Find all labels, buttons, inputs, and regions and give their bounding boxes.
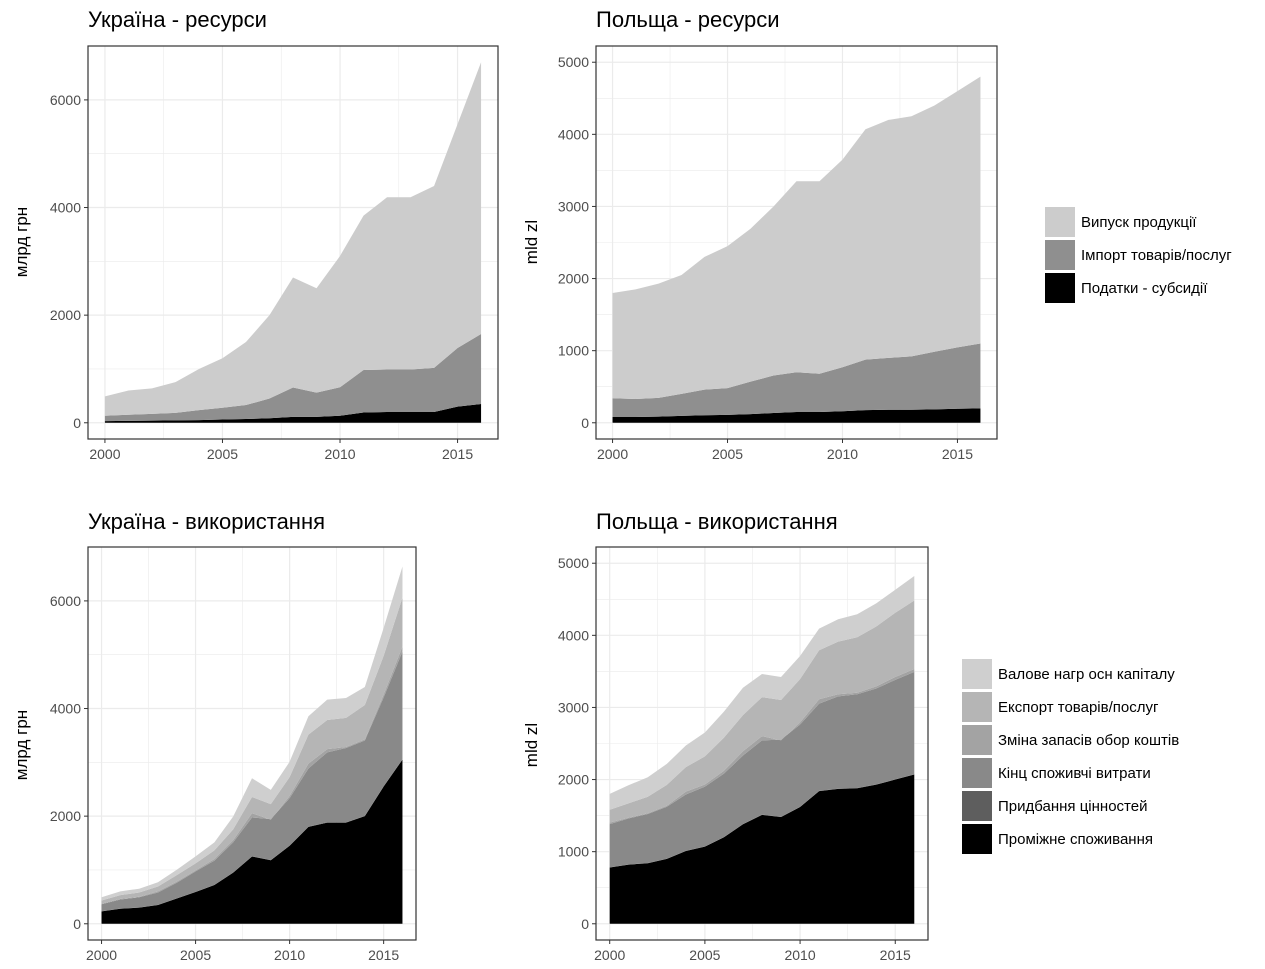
y-tick-label: 3000 [558, 198, 589, 214]
y-tick-label: 2000 [558, 271, 589, 287]
plot-frame [87, 546, 417, 941]
legend-label: Податки - субсидії [1081, 279, 1208, 297]
x-tick-label: 2010 [274, 947, 305, 963]
y-tick-label: 5000 [558, 555, 589, 571]
legend-item-imports: Імпорт товарів/послуг [1045, 240, 1232, 270]
x-tick-label: 2000 [597, 446, 628, 462]
legend-item-taxes: Податки - субсидії [1045, 273, 1207, 303]
y-tick-label: 3000 [558, 699, 589, 715]
legend-key [962, 824, 992, 854]
area-taxes [104, 403, 482, 423]
y-tick-label: 1000 [558, 343, 589, 359]
area-exports [609, 600, 915, 823]
chart-svg: 2000 2005 2010 2015 0 1000 2000 3000 4000 5000 [558, 546, 929, 963]
legend-item-final-consumption: Кінц споживчі витрати [962, 758, 1151, 788]
chart-title: Україна - ресурси [88, 7, 267, 32]
y-tick-label: 0 [73, 916, 81, 932]
legend-key [962, 725, 992, 755]
legend-label: Імпорт товарів/послуг [1081, 246, 1232, 264]
chart-panel-ua-uses: Україна - використання млрд грн 2000 2005… [0, 500, 520, 969]
chart-svg: 2000 2005 2010 2015 0 2000 4000 6000 [50, 45, 499, 462]
chart-svg: 2000 2005 2010 2015 0 1000 2000 3000 4000 5000 [558, 45, 998, 462]
legend-key [962, 692, 992, 722]
legend-label: Валове нагр осн капіталу [998, 665, 1175, 683]
y-tick-label: 2000 [50, 808, 81, 824]
legend-label: Зміна запасів обор коштів [998, 731, 1180, 749]
legend-label: Придбання цінностей [998, 797, 1148, 815]
chart-panel-pl-uses: Польща - використання mld zl 2000 2005 201… [510, 500, 1030, 969]
plot-frame [87, 45, 499, 440]
chart-svg: 2000 2005 2010 2015 0 2000 4000 6000 [50, 546, 417, 963]
y-tick-label: 5000 [558, 54, 589, 70]
legend-key [962, 758, 992, 788]
y-tick-label: 4000 [558, 627, 589, 643]
y-tick-label: 0 [581, 916, 589, 932]
plot-frame [595, 546, 929, 941]
x-tick-label: 2005 [207, 446, 238, 462]
area-final_consumption [101, 651, 403, 912]
x-tick-label: 2010 [324, 446, 355, 462]
legend-key [962, 659, 992, 689]
x-tick-label: 2015 [880, 947, 911, 963]
area-intermediate [609, 774, 915, 924]
area-output [612, 76, 981, 399]
area-inventories [609, 669, 915, 825]
legend-item-inventories: Зміна запасів обор коштів [962, 725, 1179, 755]
area-imports [612, 343, 981, 418]
legend-key [1045, 207, 1075, 237]
x-tick-label: 2005 [689, 947, 720, 963]
y-tick-label: 2000 [558, 772, 589, 788]
y-tick-label: 4000 [558, 126, 589, 142]
legend-item-output: Випуск продукції [1045, 207, 1196, 237]
legend-item-intermediate: Проміжне споживання [962, 824, 1153, 854]
y-tick-label: 4000 [50, 200, 81, 216]
legend-resources: Випуск продукції Імпорт товарів/послуг П… [1045, 207, 1260, 307]
y-tick-label: 2000 [50, 307, 81, 323]
x-tick-label: 2010 [784, 947, 815, 963]
legend-key [1045, 240, 1075, 270]
x-tick-label: 2000 [594, 947, 625, 963]
legend-label: Експорт товарів/послуг [998, 698, 1159, 716]
chart-panel-ua-resources: Україна - ресурси млрд грн 2000 2005 2010 2… [0, 0, 520, 480]
area-output [104, 62, 482, 416]
legend-label: Випуск продукції [1081, 213, 1197, 231]
legend-item-valuables: Придбання цінностей [962, 791, 1147, 821]
legend-label: Кінц споживчі витрати [998, 764, 1151, 782]
x-tick-label: 2015 [368, 947, 399, 963]
legend-uses: Валове нагр осн капіталу Експорт товарів… [962, 659, 1222, 859]
x-tick-label: 2005 [180, 947, 211, 963]
legend-key [1045, 273, 1075, 303]
area-intermediate [101, 759, 403, 924]
y-tick-label: 4000 [50, 701, 81, 717]
area-final_consumption [609, 671, 915, 868]
y-tick-label: 6000 [50, 92, 81, 108]
chart-title: Польща - використання [596, 509, 838, 534]
legend-item-gfcf: Валове нагр осн капіталу [962, 659, 1175, 689]
legend-label: Проміжне споживання [998, 830, 1153, 848]
legend-key [962, 791, 992, 821]
y-tick-label: 6000 [50, 593, 81, 609]
plot-frame [595, 45, 998, 440]
area-gfcf [609, 575, 915, 810]
x-tick-label: 2015 [442, 446, 473, 462]
x-tick-label: 2005 [712, 446, 743, 462]
legend-item-exports: Експорт товарів/послуг [962, 692, 1158, 722]
chart-title: Україна - використання [88, 509, 326, 534]
x-tick-label: 2000 [86, 947, 117, 963]
y-tick-label: 1000 [558, 844, 589, 860]
chart-title: Польща - ресурси [596, 7, 780, 32]
y-tick-label: 0 [73, 415, 81, 431]
area-imports [104, 333, 482, 422]
area-taxes [612, 408, 981, 423]
x-tick-label: 2000 [89, 446, 120, 462]
y-tick-label: 0 [581, 415, 589, 431]
x-tick-label: 2010 [827, 446, 858, 462]
x-tick-label: 2015 [942, 446, 973, 462]
chart-panel-pl-resources: Польща - ресурси mld zl 2000 2005 2010 2015… [510, 0, 1030, 480]
